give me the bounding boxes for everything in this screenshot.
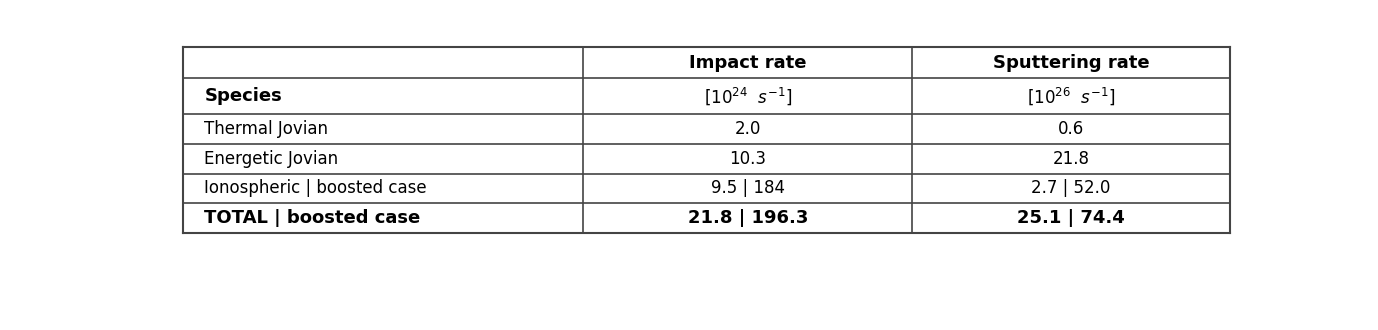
- Text: TOTAL | boosted case: TOTAL | boosted case: [204, 209, 420, 227]
- Text: Thermal Jovian: Thermal Jovian: [204, 120, 328, 138]
- Text: 10.3: 10.3: [729, 150, 766, 168]
- Text: 21.8: 21.8: [1053, 150, 1090, 168]
- Text: 2.0: 2.0: [734, 120, 761, 138]
- Text: 2.7 | 52.0: 2.7 | 52.0: [1031, 179, 1111, 197]
- Text: 25.1 | 74.4: 25.1 | 74.4: [1017, 209, 1124, 227]
- Text: Impact rate: Impact rate: [689, 54, 806, 72]
- Text: Energetic Jovian: Energetic Jovian: [204, 150, 339, 168]
- Text: Species: Species: [204, 87, 282, 105]
- Text: $[10^{26}\ \ s^{-1}]$: $[10^{26}\ \ s^{-1}]$: [1027, 85, 1115, 107]
- Text: Ionospheric | boosted case: Ionospheric | boosted case: [204, 179, 427, 197]
- Text: 21.8 | 196.3: 21.8 | 196.3: [688, 209, 808, 227]
- Text: $[10^{24}\ \ s^{-1}]$: $[10^{24}\ \ s^{-1}]$: [704, 85, 792, 107]
- Text: 9.5 | 184: 9.5 | 184: [711, 179, 785, 197]
- Text: Sputtering rate: Sputtering rate: [992, 54, 1149, 72]
- Text: 0.6: 0.6: [1058, 120, 1084, 138]
